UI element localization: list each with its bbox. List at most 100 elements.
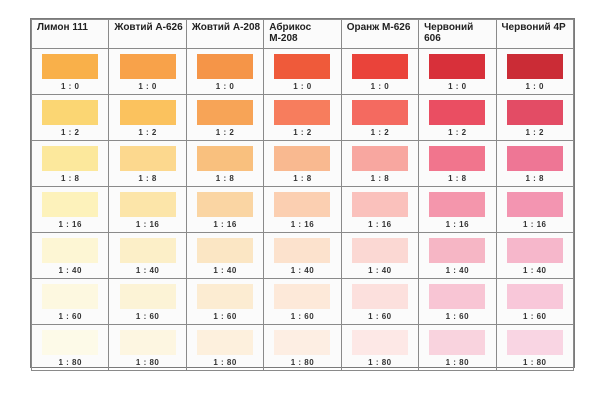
color-swatch [274,284,331,309]
color-swatch [351,192,408,217]
ratio-label: 1 : 0 [525,82,545,91]
color-swatch [506,238,563,263]
color-swatch [429,284,486,309]
ratio-label: 1 : 40 [368,266,392,275]
table-row: 1 : 80 1 : 80 1 : 80 1 : 80 1 : 80 1 : 80 1 : … [30,324,575,371]
color-swatch [197,100,254,125]
swatch-cell: 1 : 60 [263,278,342,325]
color-swatch [197,238,254,263]
ratio-label: 1 : 0 [448,82,467,91]
color-swatch [274,146,331,171]
swatch-cell: 1 : 8 [185,140,265,187]
color-swatch [42,238,99,263]
color-swatch [506,54,563,79]
color-swatch [119,54,176,79]
color-swatch [42,146,99,171]
table-row: 1 : 2 1 : 2 1 : 2 1 : 2 1 : 2 1 : 2 1 : 2 [30,94,575,141]
color-swatch [429,192,486,217]
color-swatch [274,54,331,79]
ratio-label: 1 : 60 [368,312,392,321]
ratio-label: 1 : 60 [213,312,237,321]
color-swatch [351,330,408,355]
ratio-label: 1 : 80 [445,358,470,367]
swatch-cell: 1 : 2 [418,94,497,141]
swatch-cell: 1 : 8 [108,140,187,187]
ratio-label: 1 : 2 [370,128,390,137]
color-swatch [119,146,176,171]
column-header: Абрикос М-208 [263,19,342,49]
ratio-label: 1 : 2 [60,128,80,137]
swatch-cell: 1 : 16 [263,186,342,233]
ratio-label: 1 : 0 [215,82,235,91]
ratio-label: 1 : 0 [293,82,312,91]
ratio-label: 1 : 2 [215,128,235,137]
swatch-cell: 1 : 0 [418,48,497,95]
color-swatch [42,284,99,309]
swatch-cell: 1 : 40 [263,232,342,279]
ratio-label: 1 : 2 [448,128,467,137]
swatch-cell: 1 : 60 [495,278,575,325]
swatch-cell: 1 : 0 [495,48,575,95]
swatch-cell: 1 : 16 [108,186,187,233]
color-swatch [274,192,331,217]
color-swatch [119,238,176,263]
ratio-label: 1 : 40 [445,266,470,275]
swatch-cell: 1 : 2 [185,94,265,141]
swatch-cell: 1 : 2 [108,94,187,141]
ratio-label: 1 : 8 [138,174,157,183]
swatch-cell: 1 : 80 [263,324,342,371]
color-swatch [274,238,331,263]
color-swatch [351,146,408,171]
ratio-label: 1 : 0 [138,82,157,91]
table-row: 1 : 8 1 : 8 1 : 8 1 : 8 1 : 8 1 : 8 1 : 8 [30,140,575,187]
ratio-label: 1 : 16 [445,220,470,229]
column-header: Червоний 4Р [495,19,575,49]
ratio-label: 1 : 16 [368,220,392,229]
ratio-label: 1 : 2 [293,128,312,137]
color-swatch [119,284,176,309]
ratio-label: 1 : 0 [60,82,80,91]
color-swatch [506,330,563,355]
color-chart-sheet: Лимон 111 Жовтий А-626 Жовтий А-208 Абрикос… [30,18,575,371]
swatch-cell: 1 : 60 [185,278,265,325]
color-swatch [274,330,331,355]
swatch-cell: 1 : 40 [185,232,265,279]
color-swatch [197,330,254,355]
column-header: Жовтий А-208 [185,19,265,49]
ratio-label: 1 : 2 [138,128,157,137]
color-swatch [506,284,563,309]
swatch-cell: 1 : 80 [30,324,110,371]
column-header: Червоний 606 [418,19,497,49]
color-swatch [197,146,254,171]
color-swatch [506,100,563,125]
color-swatch [506,192,563,217]
ratio-label: 1 : 0 [370,82,390,91]
swatch-cell: 1 : 80 [108,324,187,371]
swatch-cell: 1 : 40 [340,232,420,279]
color-swatch [351,100,408,125]
table-row: 1 : 0 1 : 0 1 : 0 1 : 0 1 : 0 1 : 0 1 : 0 [30,48,575,95]
swatch-cell: 1 : 16 [340,186,420,233]
ratio-label: 1 : 60 [58,312,82,321]
ratio-label: 1 : 40 [58,266,82,275]
ratio-label: 1 : 8 [60,174,80,183]
ratio-label: 1 : 80 [135,358,160,367]
color-swatch [119,330,176,355]
swatch-cell: 1 : 0 [185,48,265,95]
swatch-cell: 1 : 8 [30,140,110,187]
ratio-label: 1 : 8 [293,174,312,183]
swatch-cell: 1 : 0 [340,48,420,95]
ratio-label: 1 : 80 [213,358,237,367]
ratio-label: 1 : 8 [370,174,390,183]
table-body: 1 : 0 1 : 0 1 : 0 1 : 0 1 : 0 1 : 0 1 : 0 1 : 2… [30,48,575,371]
color-swatch [197,54,254,79]
swatch-cell: 1 : 0 [30,48,110,95]
swatch-cell: 1 : 60 [108,278,187,325]
table-row: 1 : 16 1 : 16 1 : 16 1 : 16 1 : 16 1 : 16 1 : … [30,186,575,233]
swatch-cell: 1 : 0 [263,48,342,95]
header-row: Лимон 111 Жовтий А-626 Жовтий А-208 Абрикос… [30,19,575,49]
swatch-cell: 1 : 2 [340,94,420,141]
swatch-cell: 1 : 80 [340,324,420,371]
ratio-label: 1 : 60 [135,312,160,321]
swatch-cell: 1 : 80 [185,324,265,371]
